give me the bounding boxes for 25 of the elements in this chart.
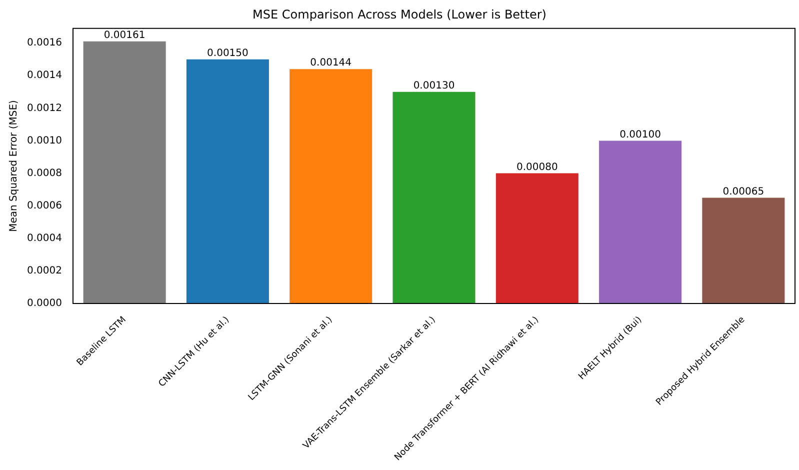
bar [290, 69, 372, 304]
y-tick-label: 0.0008 [26, 168, 62, 179]
y-axis-title: Mean Squared Error (MSE) [8, 100, 20, 232]
bar [702, 198, 785, 304]
data-label: 0.00100 [620, 129, 661, 140]
y-tick-label: 0.0014 [26, 70, 62, 82]
data-label: 0.00130 [413, 80, 455, 92]
data-label: 0.00150 [207, 48, 248, 59]
y-tick-label: 0.0004 [26, 232, 62, 244]
chart-title: MSE Comparison Across Models (Lower is Better) [252, 7, 546, 22]
y-tick-label: 0.0016 [26, 38, 62, 49]
bar [83, 41, 166, 304]
y-tick-label: 0.0000 [26, 298, 62, 310]
bar [186, 59, 269, 304]
y-tick-label: 0.0012 [26, 102, 62, 114]
y-tick-label: 0.0006 [26, 200, 62, 212]
data-label: 0.00144 [310, 58, 352, 69]
y-tick-label: 0.0010 [26, 135, 62, 146]
data-label: 0.00065 [722, 186, 764, 198]
bar [496, 173, 578, 304]
bar [599, 140, 682, 304]
y-tick-label: 0.0002 [26, 266, 62, 277]
bar [392, 92, 476, 304]
data-label: 0.00080 [516, 162, 558, 173]
data-label: 0.00161 [104, 30, 146, 42]
